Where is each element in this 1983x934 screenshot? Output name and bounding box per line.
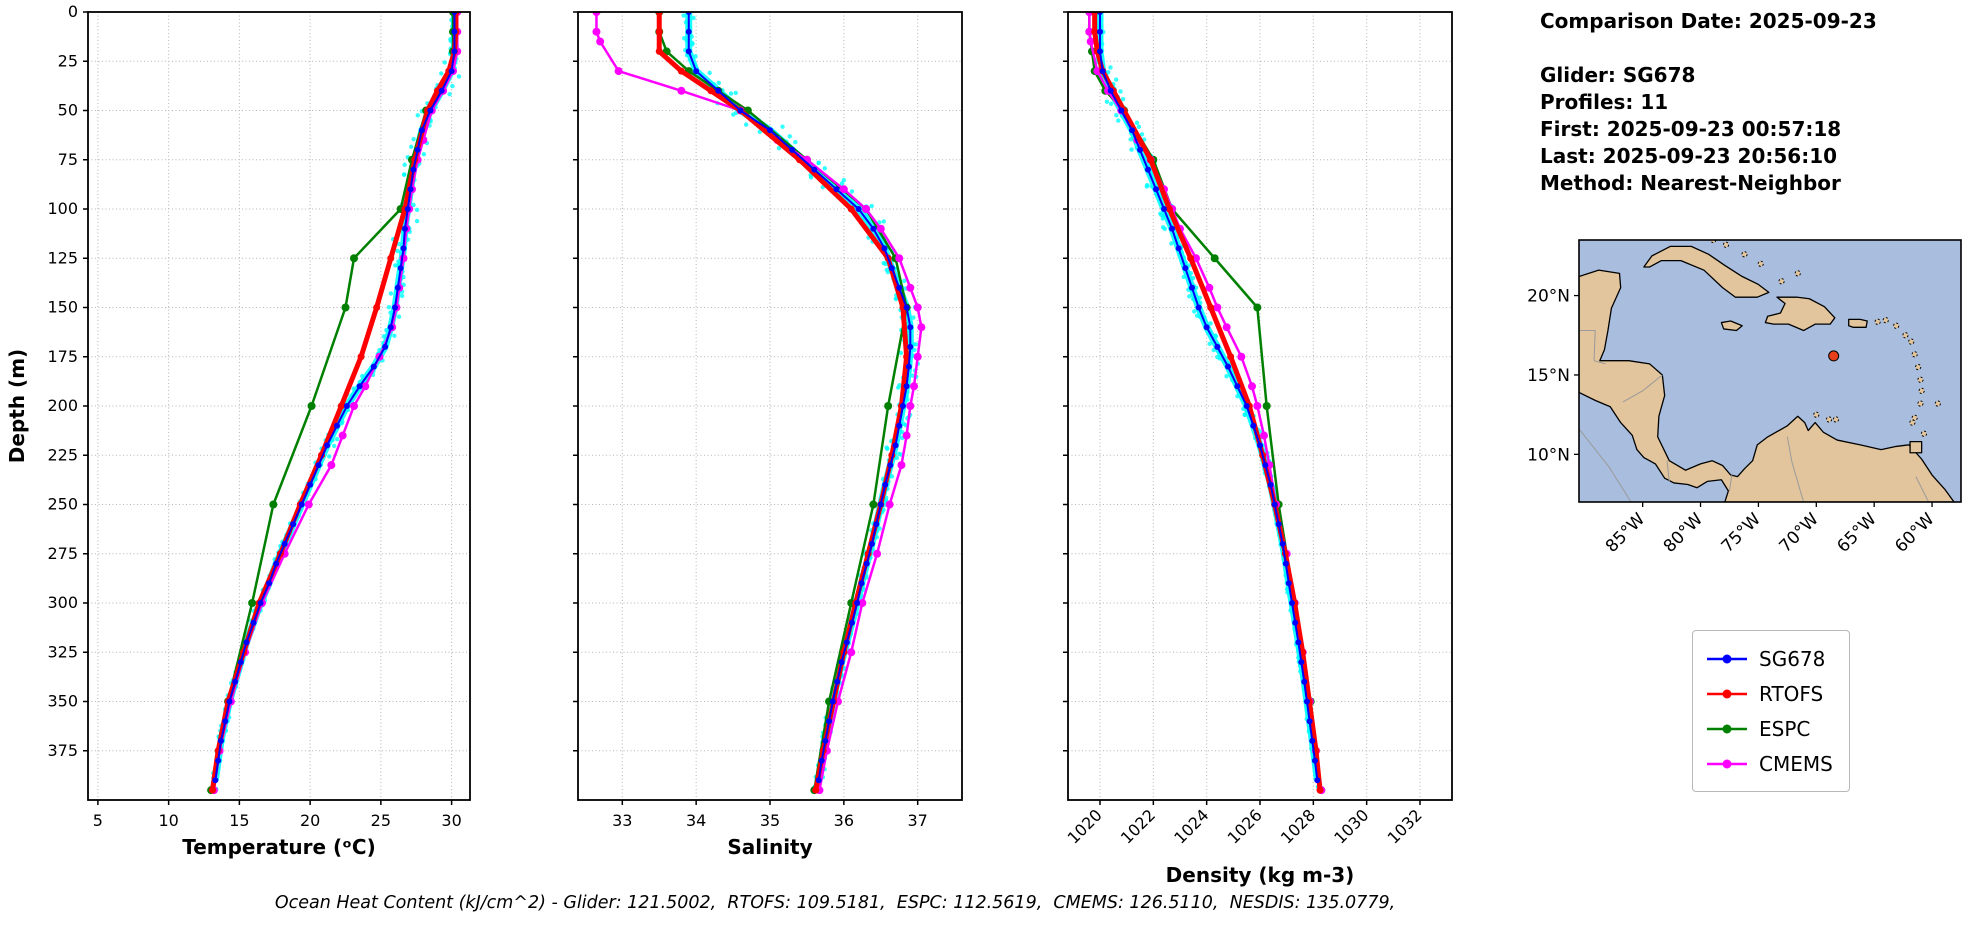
glider-id: Glider: SG678 [1540,63,1696,87]
temperature-axis-label: Temperature (ᵒC) [182,835,376,859]
svg-text:50: 50 [58,101,78,120]
map-lon-tick: 85°W [1602,509,1649,556]
map-lon-tick: 75°W [1718,509,1765,556]
svg-text:5: 5 [93,811,103,830]
density-panel: 1020 1022 1024 1026 1028 1030 1032 Density (kg … [1063,11,1453,887]
series-SG678 [214,12,456,781]
svg-text:75: 75 [58,150,78,169]
svg-text:100: 100 [47,199,78,218]
legend-label: SG678 [1759,646,1826,671]
depth-axis-label: Depth (m) [5,349,29,463]
series-CMEMS [1088,12,1323,791]
legend: SG678 RTOFS ESPC CMEMS [1692,630,1850,792]
svg-text:175: 175 [47,347,78,366]
legend-label: ESPC [1759,716,1811,741]
svg-text:25: 25 [58,51,78,70]
salinity-axis-label: Salinity [727,835,812,859]
last-profile-time: Last: 2025-09-23 20:56:10 [1540,144,1838,168]
series-SG678 [1099,12,1319,781]
svg-text:300: 300 [47,593,78,612]
ohc-caption: Ocean Heat Content (kJ/cm^2) - Glider: 1… [274,893,1396,913]
legend-item-RTOFS: RTOFS [1705,676,1833,711]
method: Method: Nearest-Neighbor [1540,171,1841,195]
svg-text:20: 20 [300,811,320,830]
legend-marker-icon [1707,654,1747,663]
svg-text:1030: 1030 [1330,805,1372,847]
map-lat-tick: 20°N [1527,287,1570,307]
svg-text:250: 250 [47,495,78,514]
svg-text:1032: 1032 [1384,805,1426,847]
svg-text:225: 225 [47,445,78,464]
svg-text:1026: 1026 [1224,805,1266,847]
first-profile-time: First: 2025-09-23 00:57:18 [1540,117,1842,141]
svg-text:1024: 1024 [1170,805,1212,847]
svg-text:34: 34 [686,811,706,830]
glider-raw-band [211,12,458,781]
svg-text:37: 37 [908,811,928,830]
location-map: 20°N 15°N 10°N 85°W 80°W 75°W 70°W 65°W 60°W [1527,239,1962,557]
map-lat-tick: 10°N [1527,445,1570,465]
legend-item-CMEMS: CMEMS [1705,746,1833,781]
land-trinidad [1909,441,1923,454]
svg-text:1022: 1022 [1117,805,1159,847]
legend-marker-icon [1707,759,1747,768]
svg-text:375: 375 [47,741,78,760]
density-axis-label: Density (kg m-3) [1166,863,1355,887]
profiles-count: Profiles: 11 [1540,90,1669,114]
svg-text:200: 200 [47,396,78,415]
svg-text:33: 33 [612,811,632,830]
series-SG678 [687,12,912,781]
land-hispaniola [1764,296,1836,332]
legend-marker-icon [1707,724,1747,733]
info-spacer [1540,35,1877,62]
svg-text:350: 350 [47,692,78,711]
svg-text:10: 10 [158,811,178,830]
glider-raw-band [685,12,914,781]
legend-marker-icon [1707,689,1747,698]
svg-text:325: 325 [47,642,78,661]
svg-text:0: 0 [68,2,78,21]
svg-text:1028: 1028 [1277,805,1319,847]
temperature-panel: 5 10 15 20 25 3002550751001251501752002252502… [5,2,471,859]
map-lon-tick: 60°W [1891,509,1938,556]
svg-text:36: 36 [834,811,854,830]
map-lon-tick: 80°W [1660,509,1707,556]
legend-item-ESPC: ESPC [1705,711,1833,746]
legend-label: RTOFS [1759,681,1824,706]
salinity-panel: 33 34 35 36 37 Salinity [573,11,963,859]
svg-text:275: 275 [47,544,78,563]
map-lat-tick: 15°N [1527,366,1570,386]
info-block: Comparison Date: 2025-09-23 Glider: SG67… [1540,8,1877,197]
map-lon-tick: 70°W [1775,509,1822,556]
land-jamaica [1720,320,1743,332]
svg-text:125: 125 [47,248,78,267]
svg-text:15: 15 [229,811,249,830]
series-ESPC [209,12,455,791]
svg-text:35: 35 [760,811,780,830]
land-puerto-rico [1848,318,1868,328]
series-ESPC [1088,12,1323,791]
land-cuba [1643,245,1770,298]
legend-label: CMEMS [1759,751,1833,776]
glider-location-marker [1828,350,1840,362]
profile-plots: 5 10 15 20 25 3002550751001251501752002252502… [5,2,1453,887]
svg-text:25: 25 [371,811,391,830]
legend-item-SG678: SG678 [1705,641,1833,676]
svg-text:30: 30 [441,811,461,830]
svg-text:150: 150 [47,298,78,317]
comparison-date: Comparison Date: 2025-09-23 [1540,9,1877,33]
map-lon-tick: 65°W [1833,509,1880,556]
svg-text:1020: 1020 [1064,805,1106,847]
